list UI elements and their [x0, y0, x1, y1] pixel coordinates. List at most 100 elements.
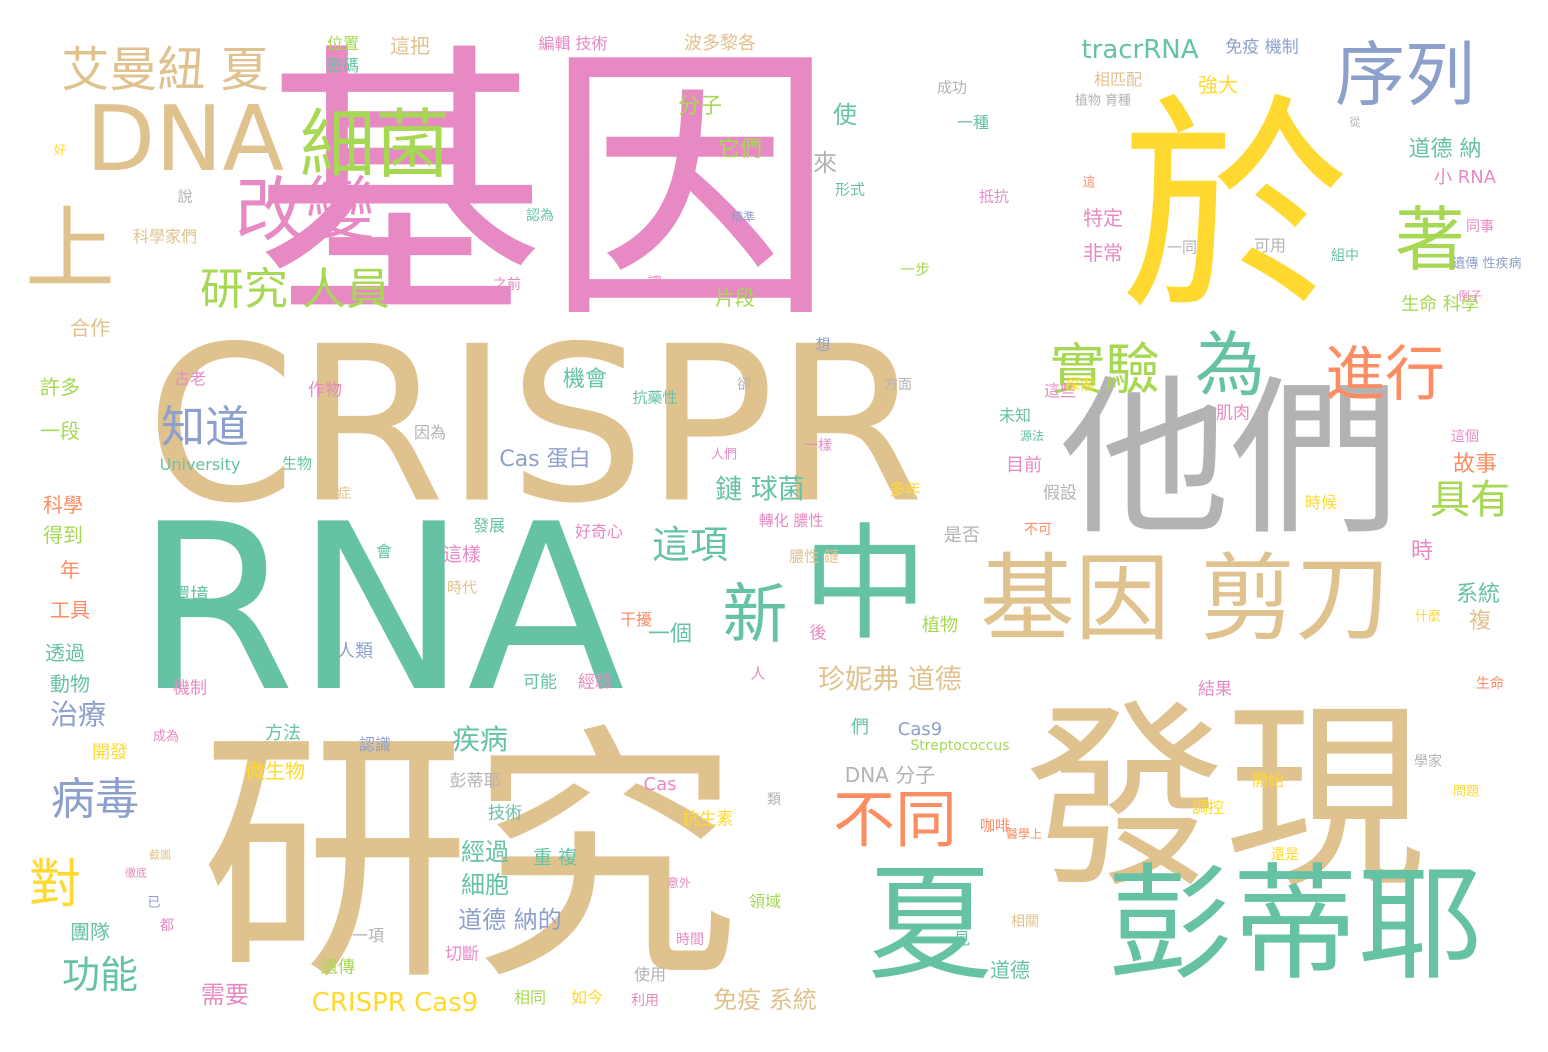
cloud-word: 波多黎各 [684, 33, 756, 54]
cloud-word: Streptococcus [910, 738, 1010, 754]
cloud-word: 這個 [1451, 429, 1479, 445]
cloud-word: 這把 [390, 34, 430, 58]
cloud-word: 具有 [1430, 477, 1510, 523]
cloud-word: 使 [833, 101, 857, 129]
cloud-word: 實驗 [1049, 337, 1161, 402]
cloud-word: University [159, 455, 241, 474]
cloud-word: 新 [722, 577, 788, 653]
cloud-word: Cas9 [897, 719, 943, 740]
cloud-word: 系統 [1455, 582, 1501, 607]
cloud-word: 改變 [235, 169, 375, 251]
cloud-word: 合作 [70, 316, 110, 340]
cloud-word: 開發 [92, 742, 128, 763]
cloud-word: 徹底 [125, 866, 147, 880]
cloud-word: 鏈 球菌 [715, 474, 805, 506]
cloud-word: 珍妮弗 道德 [818, 664, 962, 696]
cloud-word: 編輯 技術 [538, 34, 608, 53]
cloud-word: CRISPR [145, 299, 925, 551]
cloud-word: 不同 [832, 783, 958, 856]
cloud-word: 一段 [40, 419, 80, 443]
cloud-word: 細菌 [299, 100, 451, 189]
cloud-word: 免疫 機制 [1225, 37, 1299, 58]
cloud-word: 不可 [1024, 522, 1052, 538]
cloud-word: 調控 [1191, 798, 1225, 817]
cloud-word: 得到 [43, 523, 83, 547]
cloud-word: 道德 納 [1408, 137, 1482, 162]
cloud-word: 說 [177, 187, 193, 206]
cloud-word: 來 [813, 149, 837, 177]
cloud-word: 一種 [956, 113, 990, 132]
cloud-word: 時 [1410, 539, 1434, 564]
cloud-word: 對 [28, 855, 82, 915]
cloud-word: 經驗 [578, 672, 612, 693]
cloud-word: 它們 [717, 137, 763, 162]
cloud-word: 還是 [1271, 847, 1299, 863]
cloud-word: 一項 [351, 926, 385, 945]
cloud-word: 讓 [648, 275, 662, 291]
cloud-word: 這些 [1043, 381, 1077, 400]
cloud-word: 機制 [173, 678, 207, 699]
cloud-word: 研究 人員 [200, 264, 390, 315]
cloud-word: 轉化 膿性 [758, 511, 824, 530]
cloud-word: 類 [767, 792, 781, 808]
cloud-word: 他們 [1059, 361, 1401, 559]
cloud-word: 好 [53, 143, 67, 157]
cloud-word: 相同 [513, 988, 547, 1007]
cloud-word: 知道 [161, 402, 249, 453]
cloud-word: 認識 [358, 735, 392, 754]
cloud-word: 同事 [1466, 219, 1494, 235]
cloud-word: 卻 [737, 377, 751, 393]
cloud-word: 這項 [651, 523, 729, 567]
cloud-word: DNA 分子 [844, 763, 936, 787]
cloud-word: 年 [60, 558, 80, 582]
cloud-word: 方面 [884, 377, 912, 393]
cloud-word: 發展 [472, 516, 506, 535]
cloud-word: 遺傳 性疾病 [1452, 256, 1522, 272]
cloud-word: 基因 [255, 21, 835, 358]
cloud-word: DNA [85, 87, 285, 192]
cloud-word: 生命 [1476, 676, 1504, 692]
cloud-word: 開始 [1251, 771, 1285, 790]
cloud-word: 工具 [50, 598, 90, 622]
cloud-word: 如今 [570, 988, 604, 1007]
cloud-word: 想 [815, 335, 831, 354]
cloud-word: 中 [802, 512, 928, 658]
cloud-word: 人 [750, 664, 766, 683]
cloud-word: 人類 [337, 641, 373, 662]
cloud-word: 多年 [888, 480, 922, 499]
cloud-word: Cas [643, 774, 677, 795]
cloud-word: 相關 [1011, 914, 1039, 930]
cloud-word: 假設 [1043, 483, 1077, 504]
cloud-word: 遺傳 [321, 957, 355, 978]
cloud-word: 例子 [1457, 289, 1483, 303]
cloud-word: 強大 [1198, 73, 1238, 97]
cloud-word: 抗生素 [682, 809, 734, 830]
cloud-word: 什麼 [1414, 609, 1442, 625]
cloud-word: 位置 [326, 34, 360, 53]
cloud-word: 片段 [715, 286, 755, 310]
cloud-word: 病毒 [51, 774, 139, 825]
cloud-word: 肌肉 [1216, 403, 1250, 424]
cloud-word: 時代 [446, 578, 478, 597]
cloud-word: 從 [1349, 115, 1361, 129]
cloud-word: 複 [1468, 609, 1492, 634]
cloud-word: 密碼 [326, 56, 360, 75]
cloud-word: 著 [1395, 199, 1465, 281]
cloud-word: 機會 [562, 367, 608, 392]
cloud-word: 一個 [647, 622, 693, 647]
cloud-word: 基因 剪刀 [979, 544, 1391, 655]
cloud-word: 生命 科學 [1401, 294, 1479, 315]
cloud-word: 微生物 [245, 759, 305, 783]
cloud-word: 動物 [50, 672, 90, 696]
cloud-word: 相匹配 [1093, 70, 1143, 89]
cloud-word: 膿性 鏈 [789, 547, 839, 566]
cloud-word: 免疫 系統 [713, 986, 817, 1014]
cloud-word: 一同 [1166, 238, 1198, 257]
cloud-word: 於 [1119, 76, 1351, 343]
cloud-word: 細胞 [461, 871, 509, 899]
cloud-word: 已 [147, 895, 161, 911]
cloud-word: 進行 [1325, 340, 1445, 410]
cloud-word: 彭蒂耶 [1107, 852, 1483, 998]
cloud-word: 發現 [1024, 683, 1426, 916]
cloud-word: 使用 [633, 965, 667, 984]
